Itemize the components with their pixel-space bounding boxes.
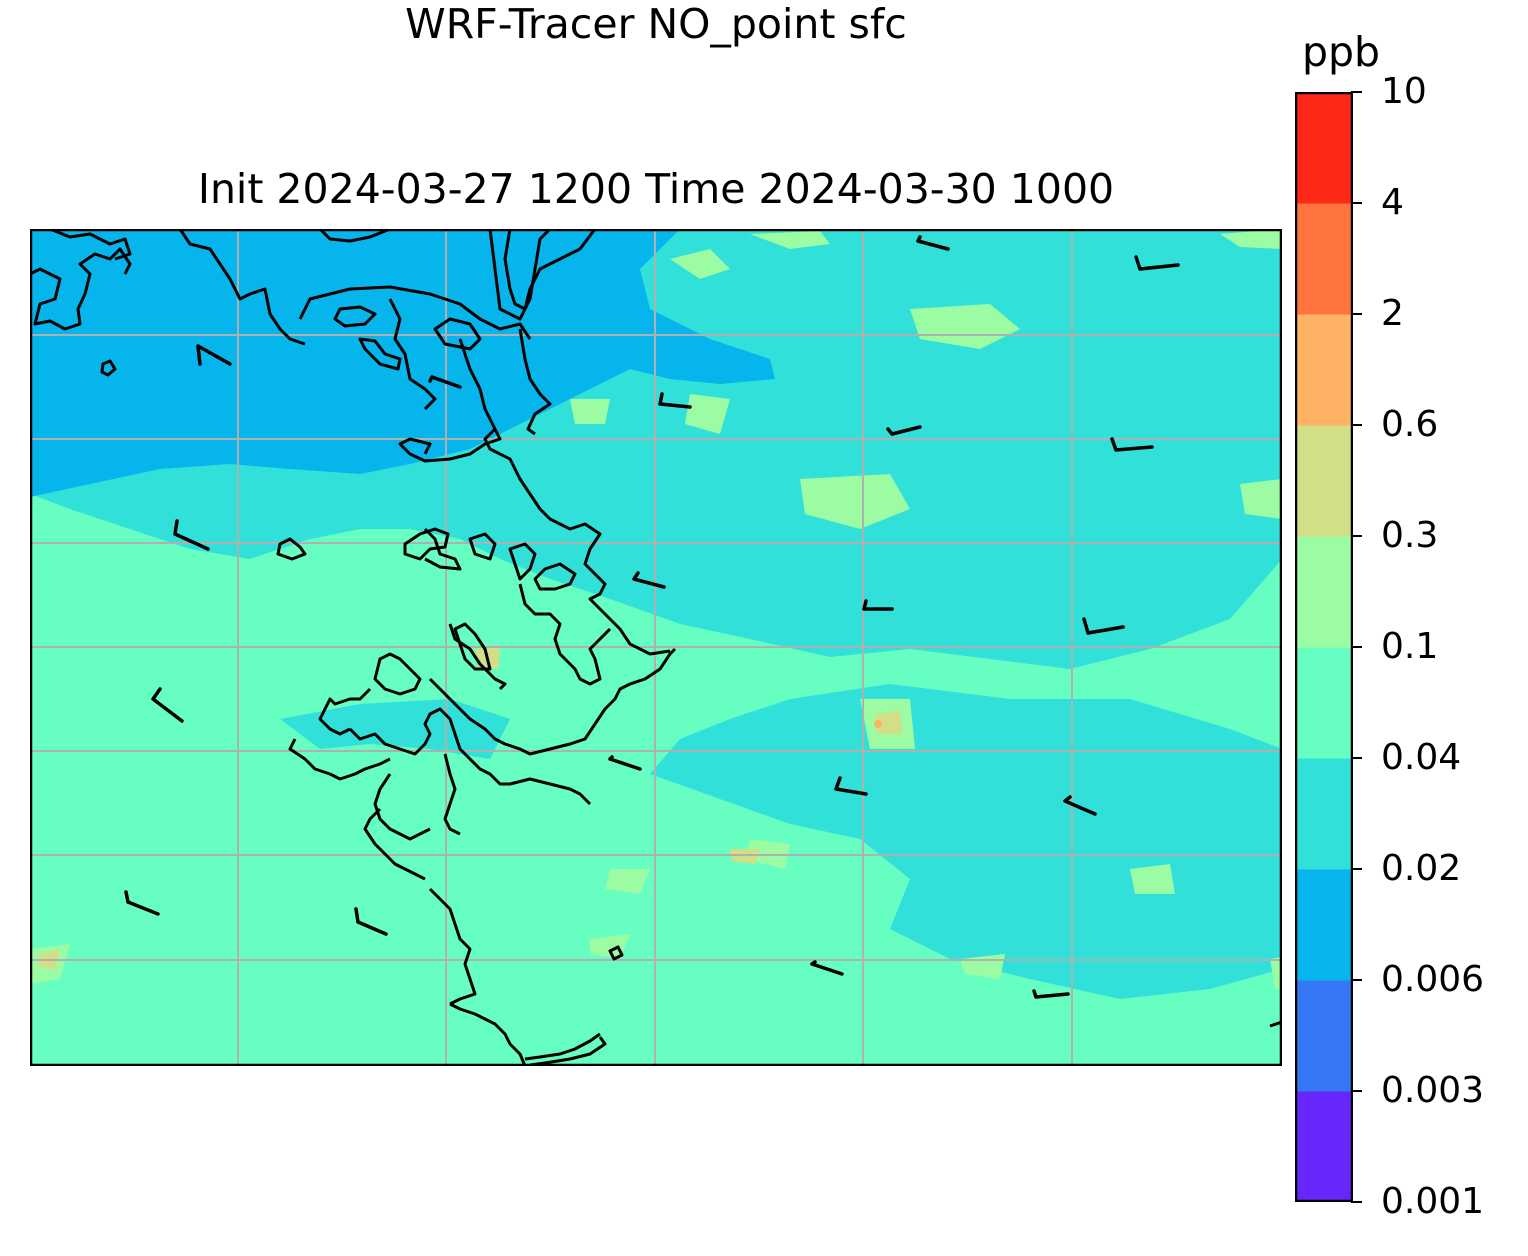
colorbar <box>1294 91 1354 1203</box>
colorbar-segment <box>1295 869 1353 981</box>
chart-title-line1: WRF-Tracer NO_point sfc <box>405 0 907 48</box>
colorbar-tick-label: 0.6 <box>1381 404 1439 445</box>
colorbar-tick-label: 0.006 <box>1381 959 1485 1000</box>
colorbar-tick-label: 0.04 <box>1381 737 1462 778</box>
chart-title-line2: Init 2024-03-27 1200 Time 2024-03-30 100… <box>197 165 1115 213</box>
colorbar-tick-mark <box>1351 535 1362 537</box>
wind-barbs <box>124 235 1180 999</box>
colorbar-segment <box>1295 92 1353 204</box>
colorbar-tick-mark <box>1351 979 1362 981</box>
colorbar-tick-label: 2 <box>1381 293 1404 334</box>
colorbar-tick-label: 0.003 <box>1381 1070 1485 1111</box>
colorbar-tick-mark <box>1351 424 1362 426</box>
colorbar-tick-label: 0.001 <box>1381 1181 1485 1222</box>
field-region-lightgreen <box>30 229 1282 989</box>
colorbar-segment <box>1295 758 1353 870</box>
colorbar-segment <box>1295 536 1353 648</box>
colorbar-segment <box>1295 980 1353 1092</box>
colorbar-tick-mark <box>1351 1201 1362 1203</box>
map-frame <box>30 229 1282 1066</box>
colorbar-segment <box>1295 425 1353 537</box>
colorbar-tick-label: 0.3 <box>1381 515 1439 556</box>
colorbar-segment <box>1295 1091 1353 1203</box>
field-region-deepblue <box>30 229 775 497</box>
gridlines <box>30 229 1282 1066</box>
field-region-cyan-lower <box>650 684 1282 999</box>
colorbar-tick-mark <box>1351 1090 1362 1092</box>
colorbar-tick-mark <box>1351 91 1362 93</box>
colorbar-tick-label: 4 <box>1381 182 1404 223</box>
colorbar-tick-mark <box>1351 313 1362 315</box>
colorbar-segment <box>1295 314 1353 426</box>
map-panel[interactable] <box>30 229 1282 1066</box>
colorbar-tick-mark <box>1351 202 1362 204</box>
colorbar-tick-label: 10 <box>1381 71 1427 112</box>
colorbar-unit-label: ppb <box>1301 28 1381 76</box>
field-region-cyan-mid <box>280 699 510 759</box>
colorbar-segment <box>1295 647 1353 759</box>
field-region-orange <box>874 720 882 728</box>
colorbar-tick-mark <box>1351 868 1362 870</box>
colorbar-svg <box>1294 91 1354 1203</box>
coastlines <box>30 229 1282 1066</box>
colorbar-tick-mark <box>1351 646 1362 648</box>
colorbar-segment <box>1295 203 1353 315</box>
colorbar-tick-label: 0.02 <box>1381 848 1462 889</box>
map-svg <box>30 229 1282 1066</box>
colorbar-tick-label: 0.1 <box>1381 626 1439 667</box>
colorbar-tick-mark <box>1351 757 1362 759</box>
